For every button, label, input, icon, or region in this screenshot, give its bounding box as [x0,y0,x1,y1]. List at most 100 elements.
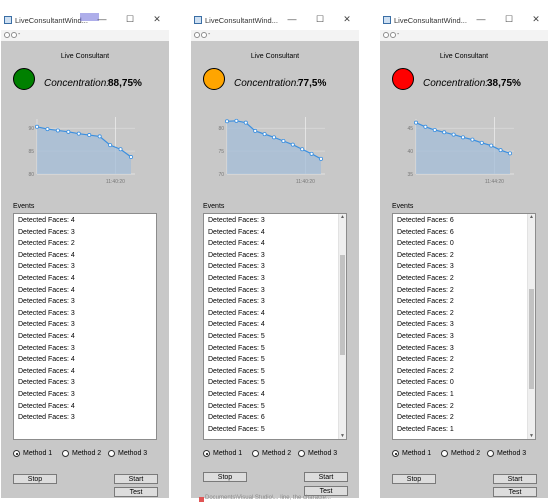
list-item[interactable]: Detected Faces: 2 [397,274,454,282]
start-button[interactable]: Start [493,474,537,484]
list-item[interactable]: Detected Faces: 5 [208,379,265,387]
list-item[interactable]: Detected Faces: 5 [208,332,265,340]
list-item[interactable]: Detected Faces: 5 [208,356,265,364]
list-item[interactable]: Detected Faces: 2 [397,356,454,364]
list-item[interactable]: Detected Faces: 3 [18,228,75,236]
back-icon[interactable] [4,32,10,38]
list-item[interactable]: Detected Faces: 5 [208,402,265,410]
list-item[interactable]: Detected Faces: 4 [18,332,75,340]
list-item[interactable]: Detected Faces: 3 [18,390,75,398]
list-item[interactable]: Detected Faces: 2 [397,309,454,317]
test-button[interactable]: Test [114,487,158,497]
forward-icon[interactable] [11,32,17,38]
data-point [290,142,295,147]
title-bar[interactable]: LiveConsultantWind... — ☐ ✕ [1,10,169,30]
test-button[interactable]: Test [493,487,537,497]
scroll-up-icon[interactable]: ▲ [340,214,345,220]
stop-button[interactable]: Stop [13,474,57,484]
list-item[interactable]: Detected Faces: 4 [18,217,75,224]
minimize-icon[interactable]: — [97,14,107,24]
stop-button[interactable]: Stop [392,474,436,484]
list-item[interactable]: Detected Faces: 3 [208,286,265,294]
maximize-icon[interactable]: ☐ [504,14,514,24]
back-icon[interactable] [194,32,200,38]
list-item[interactable]: Detected Faces: 3 [18,414,75,422]
title-bar[interactable]: LiveConsultantWind... — ☐ ✕ [191,10,359,30]
list-item[interactable]: Detected Faces: 5 [208,344,265,352]
forward-icon[interactable] [201,32,207,38]
test-button[interactable]: Test [304,486,348,496]
list-item[interactable]: Detected Faces: 3 [18,309,75,317]
list-item[interactable]: Detected Faces: 2 [397,298,454,306]
list-item[interactable]: Detected Faces: 4 [208,309,265,317]
list-item[interactable]: Detected Faces: 6 [397,228,454,236]
maximize-icon[interactable]: ☐ [125,14,135,24]
list-item[interactable]: Detected Faces: 3 [208,298,265,306]
list-item[interactable]: Detected Faces: 2 [397,286,454,294]
data-point [243,120,248,125]
data-point [129,155,134,160]
start-button[interactable]: Start [304,472,348,482]
list-item[interactable]: Detected Faces: 5 [208,425,265,433]
list-item[interactable]: Detected Faces: 3 [18,344,75,352]
list-item[interactable]: Detected Faces: 4 [18,367,75,375]
stop-button[interactable]: Stop [203,472,247,482]
list-item[interactable]: Detected Faces: 3 [208,274,265,282]
list-item[interactable]: Detected Faces: 2 [397,251,454,259]
maximize-icon[interactable]: ☐ [315,14,325,24]
title-bar[interactable]: LiveConsultantWind... — ☐ ✕ [380,10,548,30]
list-item[interactable]: Detected Faces: 6 [208,414,265,422]
list-item[interactable]: Detected Faces: 4 [18,356,75,364]
list-item[interactable]: Detected Faces: 4 [18,402,75,410]
list-item[interactable]: Detected Faces: 2 [397,414,454,422]
scroll-thumb[interactable] [340,255,345,356]
events-list[interactable]: Detected Faces: 6 Detected Faces: 6 Detect… [392,213,536,440]
list-item[interactable]: Detected Faces: 4 [208,321,265,329]
list-item[interactable]: Detected Faces: 4 [208,390,265,398]
list-item[interactable]: Detected Faces: 3 [18,263,75,271]
minimize-icon[interactable]: — [476,14,486,24]
list-item[interactable]: Detected Faces: 0 [397,379,454,387]
list-item[interactable]: Detected Faces: 3 [18,298,75,306]
list-item[interactable]: Detected Faces: 4 [18,274,75,282]
list-item[interactable]: Detected Faces: 0 [397,240,454,248]
events-list[interactable]: Detected Faces: 4 Detected Faces: 3 Detect… [13,213,157,440]
list-item[interactable]: Detected Faces: 3 [208,251,265,259]
list-item[interactable]: Detected Faces: 4 [18,286,75,294]
list-item[interactable]: Detected Faces: 2 [18,240,75,248]
radio-label: Method 3 [118,450,148,457]
close-icon[interactable]: ✕ [153,14,161,24]
list-item[interactable]: Detected Faces: 3 [397,263,454,271]
start-button[interactable]: Start [114,474,158,484]
back-icon[interactable] [383,32,389,38]
list-item[interactable]: Detected Faces: 3 [18,379,75,387]
list-item[interactable]: Detected Faces: 3 [397,344,454,352]
list-item[interactable]: Detected Faces: 1 [397,390,454,398]
list-item[interactable]: Detected Faces: 3 [397,332,454,340]
list-item[interactable]: Detected Faces: 2 [397,367,454,375]
radio-circle [108,450,115,457]
list-item[interactable]: Detected Faces: 5 [208,367,265,375]
scroll-down-icon[interactable]: ▼ [529,433,534,439]
scroll-up-icon[interactable]: ▲ [529,214,534,220]
list-item[interactable]: Detected Faces: 6 [397,217,454,224]
close-icon[interactable]: ✕ [343,14,351,24]
close-icon[interactable]: ✕ [532,14,540,24]
events-list[interactable]: Detected Faces: 3 Detected Faces: 4 Detect… [203,213,347,440]
data-point [224,119,229,124]
list-item[interactable]: Detected Faces: 2 [397,402,454,410]
list-item[interactable]: Detected Faces: 3 [397,321,454,329]
scroll-thumb[interactable] [529,288,534,389]
list-item[interactable]: Detected Faces: 4 [208,228,265,236]
list-item[interactable]: Detected Faces: 4 [208,240,265,248]
list-item[interactable]: Detected Faces: 3 [208,217,265,224]
list-item[interactable]: Detected Faces: 3 [18,321,75,329]
scroll-down-icon[interactable]: ▼ [340,433,345,439]
list-item[interactable]: Detected Faces: 1 [397,425,454,433]
list-item[interactable]: Detected Faces: 3 [208,263,265,271]
minimize-icon[interactable]: — [287,14,297,24]
list-item[interactable]: Detected Faces: 4 [18,251,75,259]
events-scrollbar[interactable]: ▲ ▼ [338,214,346,439]
forward-icon[interactable] [390,32,396,38]
events-scrollbar[interactable]: ▲ ▼ [527,214,535,439]
